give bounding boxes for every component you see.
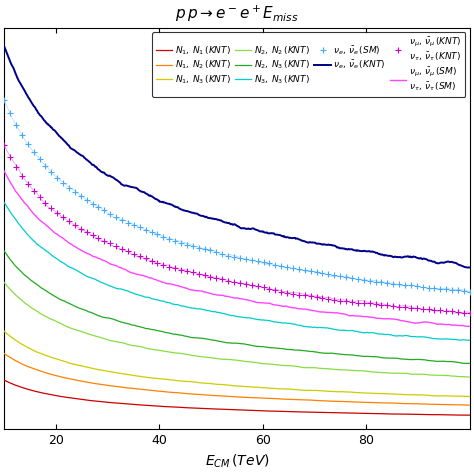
Title: $p\,p \rightarrow e^- e^+ E_{miss}$: $p\,p \rightarrow e^- e^+ E_{miss}$ bbox=[175, 4, 299, 25]
Legend: $N_1,\, N_1\,(KNT)$, $N_1,\, N_2\,(KNT)$, $N_1,\, N_3\,(KNT)$, $N_2,\, N_2\,(KNT: $N_1,\, N_1\,(KNT)$, $N_1,\, N_2\,(KNT)$… bbox=[152, 32, 465, 97]
X-axis label: $E_{CM}\,(TeV)$: $E_{CM}\,(TeV)$ bbox=[205, 453, 269, 470]
